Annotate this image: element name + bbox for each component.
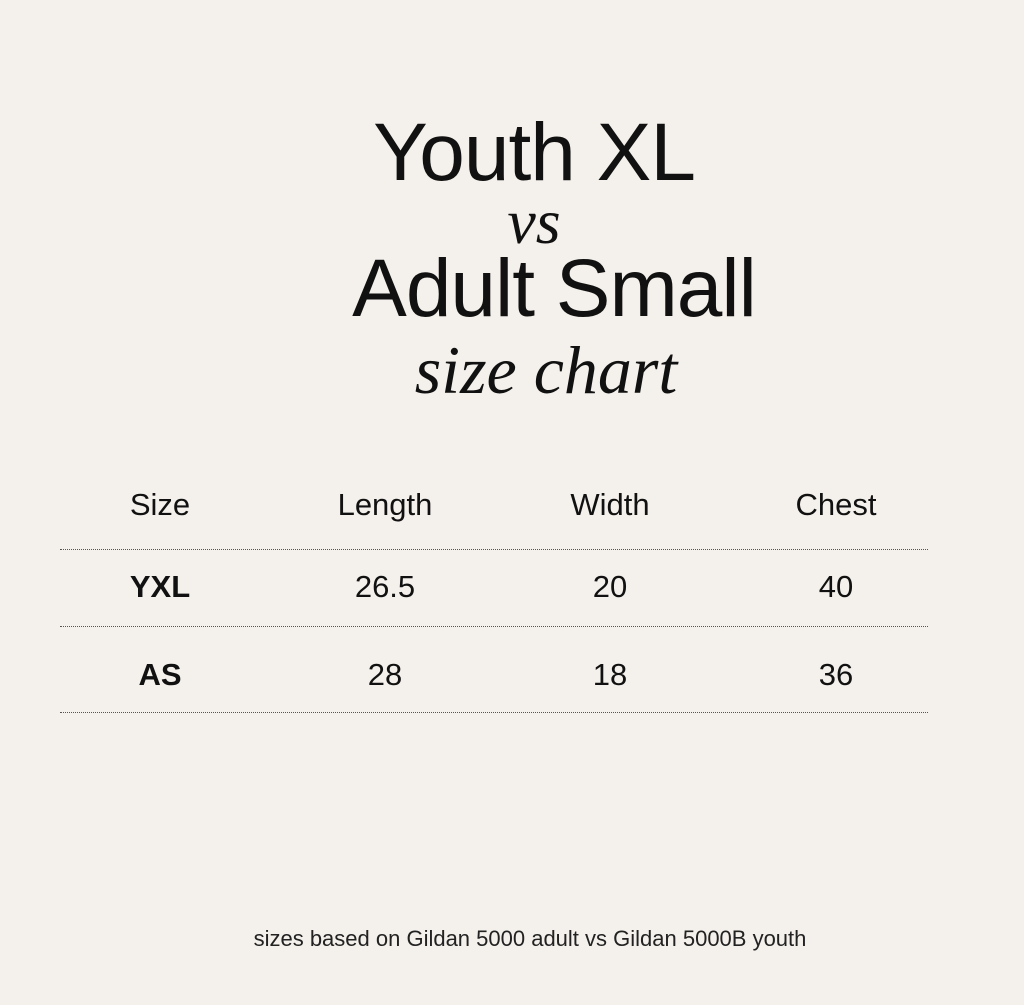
divider: [60, 549, 928, 550]
cell-chest: 40: [818, 569, 854, 604]
cell-width: 18: [592, 657, 628, 692]
divider: [60, 626, 928, 627]
subtitle-size-chart: size chart: [414, 332, 678, 408]
header-size: Size: [129, 487, 191, 522]
cell-size: AS: [138, 657, 182, 692]
header-width: Width: [570, 487, 650, 522]
title-vs: vs: [507, 186, 561, 257]
title-youth-xl: Youth XL: [373, 107, 696, 198]
cell-chest: 36: [818, 657, 854, 692]
header-length: Length: [337, 487, 433, 522]
footnote: sizes based on Gildan 5000 adult vs Gild…: [253, 926, 807, 951]
title-adult-small: Adult Small: [352, 243, 757, 334]
cell-length: 28: [367, 657, 403, 692]
cell-width: 20: [592, 569, 628, 604]
cell-size: YXL: [129, 569, 191, 604]
divider: [60, 712, 928, 713]
cell-length: 26.5: [354, 569, 416, 604]
header-chest: Chest: [795, 487, 877, 522]
